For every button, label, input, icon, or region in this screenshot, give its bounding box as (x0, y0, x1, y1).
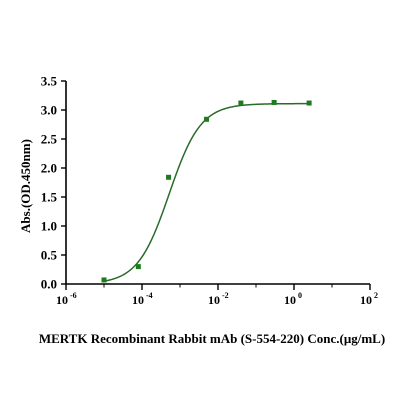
data-point (101, 277, 107, 283)
data-point (271, 99, 277, 105)
y-axis: 0.0 0.5 1.0 1.5 2.0 2.5 3.0 3.5 (41, 74, 67, 292)
x-axis-title: MERTK Recombinant Rabbit mAb (S-554-220)… (39, 331, 385, 346)
data-point (306, 100, 312, 106)
y-axis-title: Abs.(OD.450nm) (18, 139, 33, 233)
y-tick-label: 2.5 (41, 132, 58, 147)
x-tick-label: 10 (56, 293, 68, 307)
x-tick-exponent: -4 (146, 291, 153, 300)
x-tick-label: 10 (284, 293, 296, 307)
x-tick-label: 10 (132, 293, 144, 307)
data-point (166, 174, 172, 180)
y-tick-label: 3.5 (41, 74, 58, 89)
y-tick-label: 0.5 (41, 248, 58, 263)
y-tick-label: 1.5 (41, 190, 58, 205)
x-axis: 10 -6 10 -4 10 -2 10 0 10 2 (56, 283, 378, 307)
data-point (238, 100, 244, 106)
x-tick-exponent: -2 (222, 291, 229, 300)
y-tick-label: 1.0 (41, 219, 57, 234)
x-tick-label: 10 (360, 293, 372, 307)
x-tick-exponent: -6 (70, 291, 77, 300)
data-point (204, 116, 210, 122)
y-tick-label: 2.0 (41, 161, 57, 176)
data-point (135, 264, 141, 270)
data-points (101, 99, 312, 283)
y-tick-label: 0.0 (41, 277, 57, 292)
y-tick-label: 3.0 (41, 103, 57, 118)
x-tick-label: 10 (208, 293, 220, 307)
x-tick-exponent: 2 (374, 291, 378, 300)
x-tick-exponent: 0 (298, 291, 302, 300)
fit-curve (103, 102, 310, 282)
